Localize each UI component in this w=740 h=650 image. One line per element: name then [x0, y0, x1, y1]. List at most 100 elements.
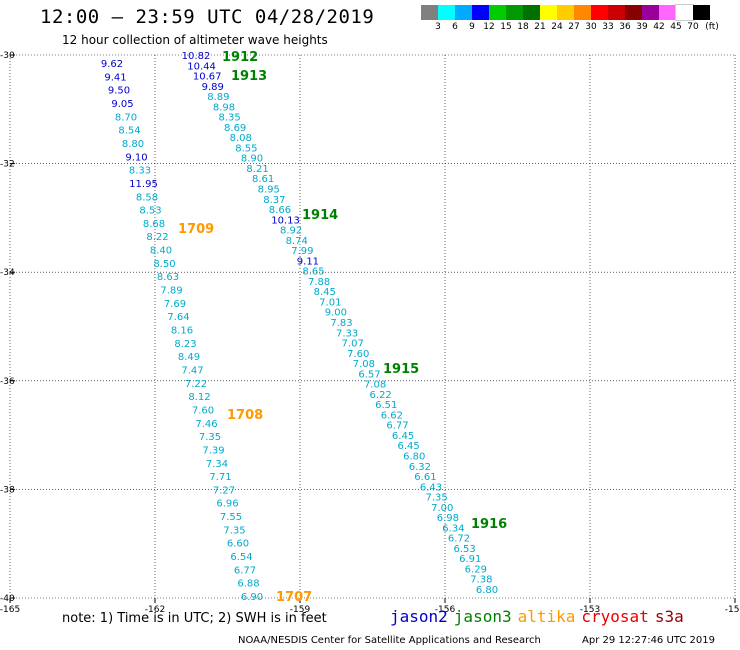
mission-jason3: jason3	[453, 607, 512, 626]
wave-height-value: 6.91	[459, 554, 481, 565]
wave-height-value: 6.77	[234, 565, 256, 576]
wave-height-value: 8.49	[178, 352, 200, 363]
wave-height-value: 6.45	[392, 431, 414, 442]
mission-jason2: jason2	[390, 607, 448, 626]
wave-height-value: 6.22	[370, 390, 392, 401]
wave-height-value: 7.89	[160, 286, 182, 297]
wave-height-value: 7.64	[167, 312, 189, 323]
pass-time-label: 1708	[227, 408, 263, 423]
wave-height-value: 7.55	[220, 512, 242, 523]
legend-swatch	[506, 5, 523, 20]
wave-height-value: 8.65	[302, 267, 324, 278]
legend-label: 36	[619, 22, 631, 32]
map-grid	[9, 54, 736, 599]
wave-height-value: 7.71	[209, 472, 231, 483]
wave-height-value: 8.63	[157, 272, 179, 283]
wave-height-value: 7.33	[336, 328, 358, 339]
wave-height-value: 9.62	[101, 59, 123, 70]
x-tick-label: -159	[290, 605, 311, 615]
wave-height-readings: 9.62 9.41 9.50 9.05 8.70 8.54 8.80 9.10 8.33 11.9…	[101, 51, 498, 603]
wave-height-value: 8.45	[314, 287, 336, 298]
wave-height-value: 7.01	[319, 297, 341, 308]
generated-timestamp: Apr 29 12:27:46 UTC 2019	[582, 635, 715, 646]
wave-height-value: 8.50	[153, 259, 175, 270]
wave-height-value: 6.62	[381, 410, 403, 421]
y-tick-label: -32	[0, 160, 15, 170]
legend-label: 33	[602, 22, 614, 32]
mission-cryosat: cryosat	[581, 607, 649, 626]
wave-height-value: 7.99	[291, 246, 313, 257]
wave-height-value: 7.69	[164, 299, 186, 310]
pass-time-label: 1915	[383, 362, 419, 377]
legend-swatch	[591, 5, 608, 20]
legend-label: 27	[568, 22, 580, 32]
wave-height-value: 8.69	[224, 123, 246, 134]
wave-height-value: 6.51	[375, 400, 397, 411]
wave-height-value: 6.45	[398, 441, 420, 452]
legend-label: 30	[585, 22, 597, 32]
legend-label: 24	[551, 22, 563, 32]
wave-height-value: 7.83	[330, 318, 352, 329]
wave-height-value: 8.68	[143, 219, 165, 230]
wave-height-value: 8.70	[115, 112, 137, 123]
legend-swatch	[421, 5, 438, 20]
y-tick-label: -34	[0, 268, 15, 278]
y-tick-label: -36	[0, 377, 15, 387]
legend-label: 21	[534, 22, 546, 32]
wave-height-value: 7.08	[364, 380, 386, 391]
wave-height-value: 7.34	[206, 459, 228, 470]
wave-height-value: 9.10	[125, 152, 147, 163]
wave-height-value: 8.58	[136, 192, 158, 203]
legend-swatch	[574, 5, 591, 20]
wave-height-value: 10.13	[271, 215, 300, 226]
wave-height-value: 6.57	[358, 369, 380, 380]
pass-time-label: 1707	[276, 590, 312, 605]
wave-height-value: 8.12	[188, 392, 210, 403]
legend-swatch	[438, 5, 455, 20]
x-tick-label: -153	[580, 605, 600, 615]
legend-swatch	[659, 5, 676, 20]
legend-swatch	[472, 5, 489, 20]
footer-note: note: 1) Time is in UTC; 2) SWH is in fe…	[62, 611, 327, 626]
time-labels: 1912 1913 1914 1915 1916 1709 1708 1707	[178, 50, 507, 605]
legend-swatch	[625, 5, 642, 20]
page-subtitle: 12 hour collection of altimeter wave hei…	[62, 33, 328, 47]
x-tick-label: -162	[145, 605, 165, 615]
wave-height-value: 7.47	[181, 365, 203, 376]
legend-swatch	[693, 5, 710, 20]
wave-height-value: 7.38	[470, 575, 492, 586]
wave-height-value: 8.80	[122, 139, 144, 150]
wave-height-value: 9.41	[104, 72, 126, 83]
legend-label: 6	[452, 22, 458, 32]
pass-time-label: 1913	[231, 69, 267, 84]
wave-height-value: 6.72	[448, 534, 470, 545]
wave-height-value: 10.67	[193, 72, 222, 83]
mission-altika: altika	[517, 607, 576, 626]
wave-height-value: 6.90	[241, 592, 263, 603]
wave-height-value: 6.60	[227, 539, 249, 550]
wave-height-value: 7.08	[353, 359, 375, 370]
wave-height-value: 6.77	[386, 421, 408, 432]
wave-height-value: 8.54	[118, 126, 140, 137]
pass-time-label: 1912	[222, 50, 258, 65]
wave-height-value: 8.90	[241, 154, 263, 165]
legend-unit: (ft)	[705, 22, 719, 32]
legend-labels: 3 6 9 12 15 18 21 24 27 30 33 36 39 42 45 70 (ft)	[421, 20, 719, 34]
wave-height-value: 7.88	[308, 277, 330, 288]
wave-height-value: 10.44	[187, 61, 216, 72]
wave-height-value: 8.89	[207, 92, 229, 103]
wave-height-value: 7.22	[185, 379, 207, 390]
wave-height-value: 8.33	[129, 166, 151, 177]
wave-height-value: 9.89	[202, 82, 224, 93]
wave-height-value: 8.22	[146, 232, 168, 243]
pass-time-label: 1709	[178, 222, 214, 237]
wave-height-value: 6.32	[409, 462, 431, 473]
legend-label: 39	[636, 22, 648, 32]
color-scale-legend: 3 6 9 12 15 18 21 24 27 30 33 36 39 42 45 70 (ft)	[421, 4, 719, 34]
wave-height-value: 7.35	[426, 493, 448, 504]
x-tick-label: -165	[0, 605, 20, 615]
mission-legend: jason2 jason3 altika cryosat s3a	[390, 607, 690, 626]
wave-height-value: 7.60	[347, 349, 369, 360]
wave-height-value: 7.27	[213, 485, 235, 496]
wave-height-value: 7.00	[431, 503, 453, 514]
